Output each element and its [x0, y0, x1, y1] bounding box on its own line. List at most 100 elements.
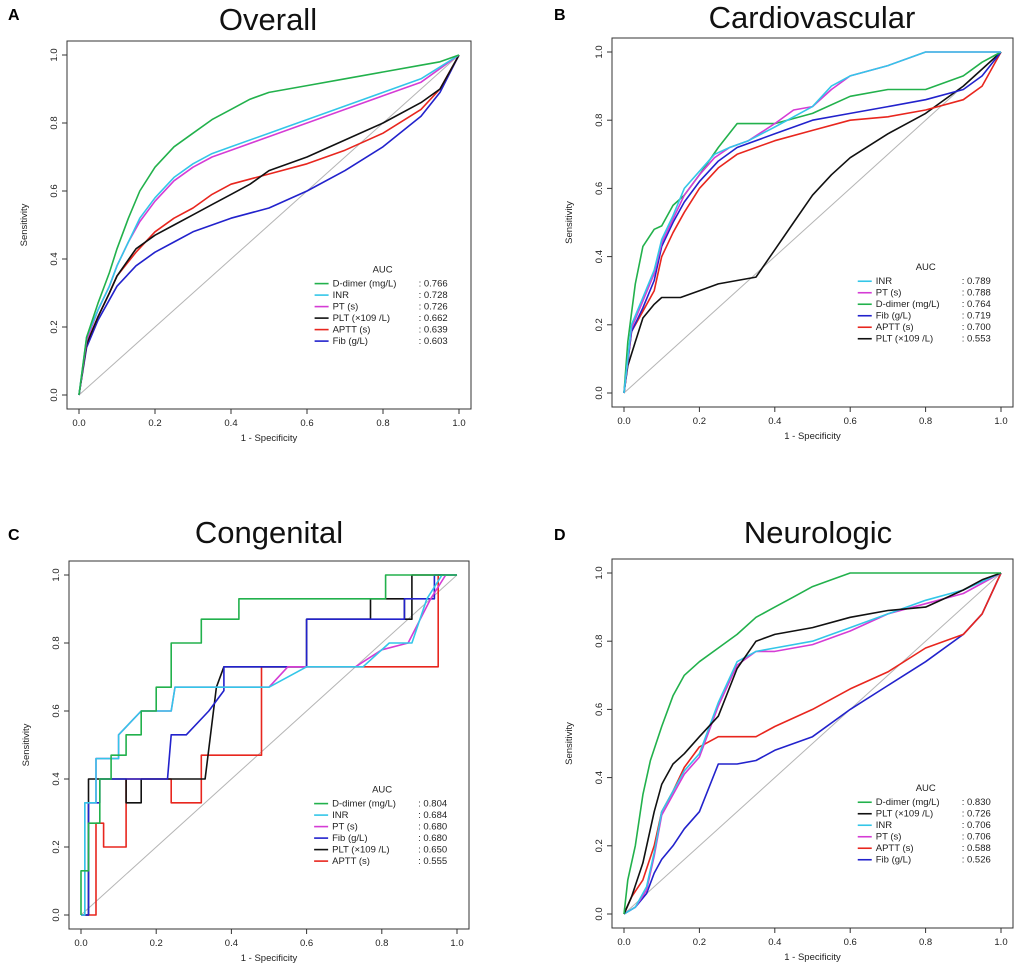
legend-auc: : 0.639 [419, 325, 448, 336]
x-axis-label: 1 - Specificity [241, 433, 298, 444]
y-tick-label: 0.8 [594, 635, 605, 648]
legend-auc: : 0.662 [419, 313, 448, 324]
y-tick-label: 0.6 [594, 703, 605, 716]
y-tick-label: 0.0 [594, 386, 605, 399]
legend-auc: : 0.789 [962, 276, 991, 287]
panel-title: Neurologic [744, 515, 892, 550]
legend-auc: : 0.830 [962, 797, 991, 808]
reference-diagonal [623, 51, 1002, 394]
y-tick-label: 1.0 [594, 566, 605, 579]
x-tick-label: 0.6 [300, 418, 313, 429]
legend-auc: : 0.553 [962, 334, 991, 345]
x-tick-label: 0.6 [844, 416, 857, 427]
panel-a: Overall A 0.0 0.2 0.4 0.6 0.8 1.0 0.0 0.2 0.4 0.6 0.… [8, 2, 472, 444]
roc-curve-aptt-s [623, 572, 1002, 915]
x-tick-label: 0.0 [617, 416, 630, 427]
legend-auc: : 0.603 [419, 336, 448, 347]
x-tick-label: 0.2 [693, 937, 706, 948]
y-tick-label: 1.0 [49, 48, 60, 61]
legend-label: PLT (×109 /L) [332, 845, 389, 856]
x-axis-label: 1 - Specificity [784, 952, 841, 963]
y-tick-label: 0.2 [49, 320, 60, 333]
legend-auc: : 0.764 [962, 299, 991, 310]
legend-label: D-dimer (mg/L) [332, 799, 396, 810]
roc-curve-plt-109-l [78, 54, 460, 396]
legend-title: AUC [916, 783, 936, 794]
legend-label: D-dimer (mg/L) [876, 797, 940, 808]
x-tick-label: 1.0 [994, 416, 1007, 427]
reference-diagonal [78, 54, 460, 396]
y-tick-label: 0.2 [51, 840, 62, 853]
legend-label: APTT (s) [876, 843, 914, 854]
x-axis-label: 1 - Specificity [784, 431, 841, 442]
roc-curve-d-dimer-mg-l [78, 54, 460, 396]
x-tick-label: 0.0 [72, 418, 85, 429]
legend-label: PLT (×109 /L) [876, 809, 933, 820]
legend-auc: : 0.700 [962, 322, 991, 333]
y-axis-label: Sensitivity [564, 722, 575, 765]
x-axis-label: 1 - Specificity [241, 953, 298, 964]
legend-label: APTT (s) [333, 325, 371, 336]
panel-letter: D [554, 527, 566, 544]
legend-auc: : 0.680 [418, 822, 447, 833]
legend-auc: : 0.650 [418, 845, 447, 856]
panel-letter: C [8, 527, 20, 544]
legend-label: PT (s) [332, 822, 358, 833]
legend-label: PLT (×109 /L) [333, 313, 390, 324]
x-tick-label: 1.0 [452, 418, 465, 429]
legend-label: Fib (g/L) [332, 833, 367, 844]
x-tick-label: 0.0 [74, 938, 87, 949]
x-tick-label: 0.2 [148, 418, 161, 429]
legend-title: AUC [916, 262, 936, 273]
x-tick-label: 0.2 [150, 938, 163, 949]
legend-label: PT (s) [876, 832, 902, 843]
y-axis-label: Sensitivity [21, 723, 32, 766]
x-tick-label: 0.4 [768, 416, 781, 427]
panel-title: Congenital [195, 515, 343, 550]
legend-auc: : 0.526 [962, 855, 991, 866]
legend-title: AUC [373, 265, 393, 276]
panel-b: Cardiovascular B 0.0 0.2 0.4 0.6 0.8 1.0 0.0 0.2 0… [554, 0, 1014, 442]
roc-curve-fib-g-l [623, 51, 1002, 394]
legend-auc: : 0.706 [962, 832, 991, 843]
reference-diagonal [623, 572, 1002, 915]
x-tick-label: 0.4 [224, 418, 237, 429]
x-tick-label: 0.8 [376, 418, 389, 429]
reference-diagonal [80, 574, 458, 916]
legend-auc: : 0.728 [419, 290, 448, 301]
y-tick-label: 0.4 [49, 252, 60, 265]
roc-curve-inr [81, 574, 457, 916]
y-tick-label: 0.4 [51, 772, 62, 785]
legend-label: D-dimer (mg/L) [333, 279, 397, 290]
legend-label: APTT (s) [332, 856, 370, 867]
legend-label: PLT (×109 /L) [876, 334, 933, 345]
legend-label: INR [333, 290, 350, 301]
panel-title: Cardiovascular [709, 0, 916, 35]
panel-c: Congenital C 0.0 0.2 0.4 0.6 0.8 1.0 0.0 0.2 0.4 0.… [8, 515, 470, 964]
legend-auc: : 0.684 [418, 810, 447, 821]
y-tick-label: 0.4 [594, 771, 605, 784]
legend-title: AUC [372, 785, 392, 796]
x-tick-label: 0.8 [375, 938, 388, 949]
legend-auc: : 0.555 [418, 856, 447, 867]
x-tick-label: 0.6 [300, 938, 313, 949]
roc-curve-fib-g-l [78, 54, 460, 396]
roc-curve-inr [623, 51, 1001, 394]
roc-curve-plt-109-l [623, 572, 1002, 915]
panel-title: Overall [219, 2, 317, 37]
y-tick-label: 0.0 [49, 388, 60, 401]
y-tick-label: 0.6 [51, 704, 62, 717]
legend-label: D-dimer (mg/L) [876, 299, 940, 310]
legend-label: Fib (g/L) [876, 855, 911, 866]
y-axis-label: Sensitivity [19, 203, 30, 246]
roc-curve-plt-109-l [623, 51, 1002, 394]
x-tick-label: 0.4 [768, 937, 781, 948]
y-tick-label: 1.0 [594, 45, 605, 58]
legend-auc: : 0.726 [419, 302, 448, 313]
y-axis-label: Sensitivity [564, 201, 575, 244]
legend-auc: : 0.719 [962, 311, 991, 322]
legend-auc: : 0.766 [419, 279, 448, 290]
x-tick-label: 0.4 [225, 938, 238, 949]
roc-curve-d-dimer-mg-l [623, 572, 1001, 915]
